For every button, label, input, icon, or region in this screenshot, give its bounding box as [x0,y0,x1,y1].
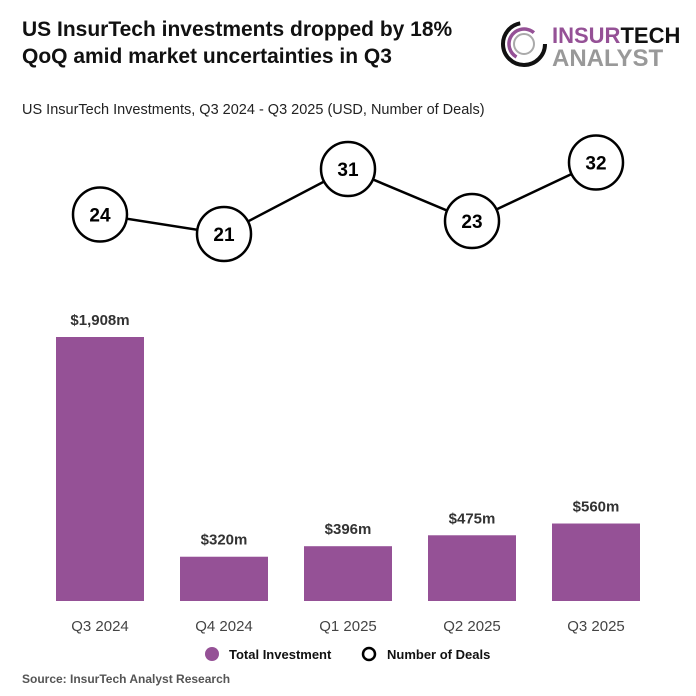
x-tick-label: Q2 2025 [443,618,501,635]
legend-label-deals: Number of Deals [387,647,490,662]
chart-title: US InsurTech Investments, Q3 2024 - Q3 2… [22,102,485,118]
bar-label: $475m [449,510,496,527]
deals-point [567,134,625,191]
page-title: US InsurTech investments dropped by 18% … [22,18,453,68]
deals-line [99,161,597,236]
deals-label: 23 [461,212,482,233]
deals-label: 31 [337,160,359,181]
deals-label: 32 [585,154,606,175]
deals-point [195,205,253,263]
x-tick-label: Q1 2025 [319,618,377,635]
deals-point [319,140,377,198]
legend-swatch-deals [361,646,377,662]
deals-label: 24 [89,206,111,227]
legend-swatch-investment [205,647,219,661]
deals-point [443,192,501,250]
bar-label: $1,908m [70,312,129,329]
bar [304,546,392,601]
bar [56,337,144,601]
deals-point [71,186,129,243]
x-tick-label: Q3 2025 [567,618,625,635]
bar [180,556,268,601]
deals-label: 21 [213,225,235,246]
x-tick-label: Q3 2024 [71,618,129,635]
insurtech-analyst-logo: INSURTECH ANALYST [501,21,680,70]
bar-label: $560m [573,499,620,516]
bar-label: $320m [201,532,248,549]
bar-label: $396m [325,521,372,538]
source-note: Source: InsurTech Analyst Research [22,672,231,686]
legend-label-investment: Total Investment [229,647,332,662]
bar [552,523,640,601]
svg-text:INSURTECH: INSURTECH [552,23,680,48]
svg-text:ANALYST: ANALYST [552,45,663,70]
x-tick-label: Q4 2024 [195,618,253,635]
bar [428,535,516,601]
